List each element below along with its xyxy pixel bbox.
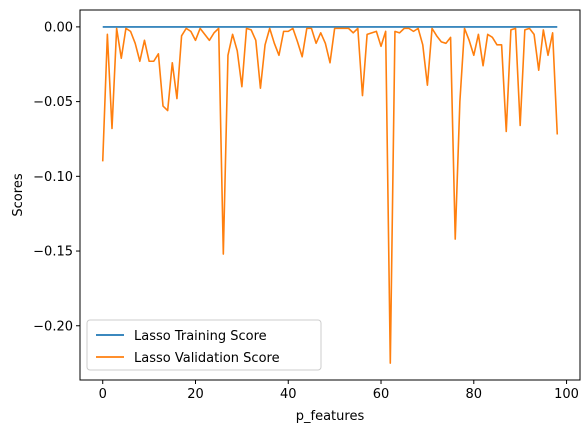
- x-tick-label-4: 80: [466, 387, 483, 402]
- y-tick-label-2: −0.10: [33, 170, 73, 185]
- legend: Lasso Training Score Lasso Validation Sc…: [86, 319, 322, 371]
- legend-label-training: Lasso Training Score: [134, 329, 267, 344]
- series-line-1: [101, 27, 559, 364]
- y-axis-label: Scores: [11, 173, 26, 216]
- axes: [79, 9, 581, 381]
- series-layer: [101, 26, 559, 364]
- y-tick-label-3: −0.15: [33, 245, 73, 260]
- x-tick-label-0: 0: [99, 387, 107, 402]
- y-tick-label-0: 0.00: [44, 20, 73, 35]
- plot-area: [80, 10, 580, 380]
- x-tick-label-2: 40: [280, 387, 297, 402]
- x-tick-label-5: 100: [554, 387, 579, 402]
- legend-label-validation: Lasso Validation Score: [134, 351, 280, 366]
- x-tick-label-3: 60: [373, 387, 390, 402]
- x-axis-label: p_features: [296, 409, 365, 424]
- legend-box: [86, 319, 322, 371]
- axes-frame: [79, 9, 581, 381]
- y-tick-label-1: −0.05: [33, 95, 73, 110]
- ticks: 0 20 40 60 80 100 0.00 −0.05 −0.10 −0.15 −0.20: [33, 20, 579, 402]
- x-tick-label-1: 20: [187, 387, 204, 402]
- y-tick-label-4: −0.20: [33, 319, 73, 334]
